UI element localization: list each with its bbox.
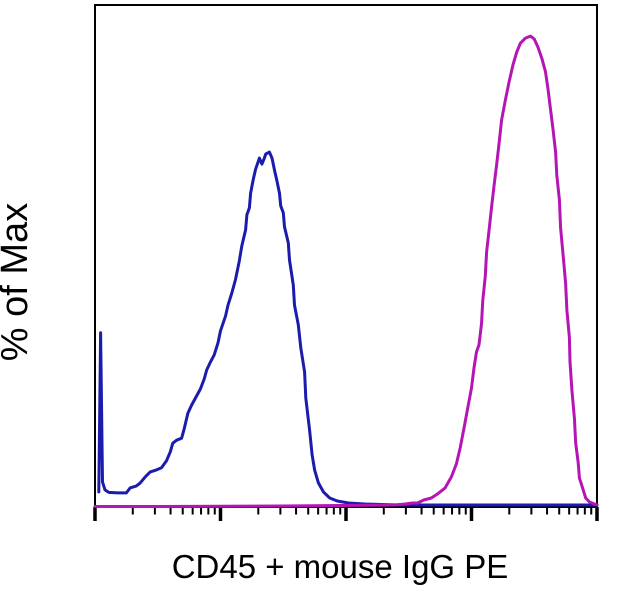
blue-histogram-curve: [97, 150, 599, 507]
x-axis-label: CD45 + mouse IgG PE: [172, 548, 509, 585]
x-axis-ticks: [93, 507, 599, 521]
plot-frame: [94, 4, 598, 508]
histogram-curves: [93, 34, 599, 508]
y-axis-label: % of Max: [0, 203, 36, 361]
magenta-histogram-curve: [93, 34, 599, 508]
